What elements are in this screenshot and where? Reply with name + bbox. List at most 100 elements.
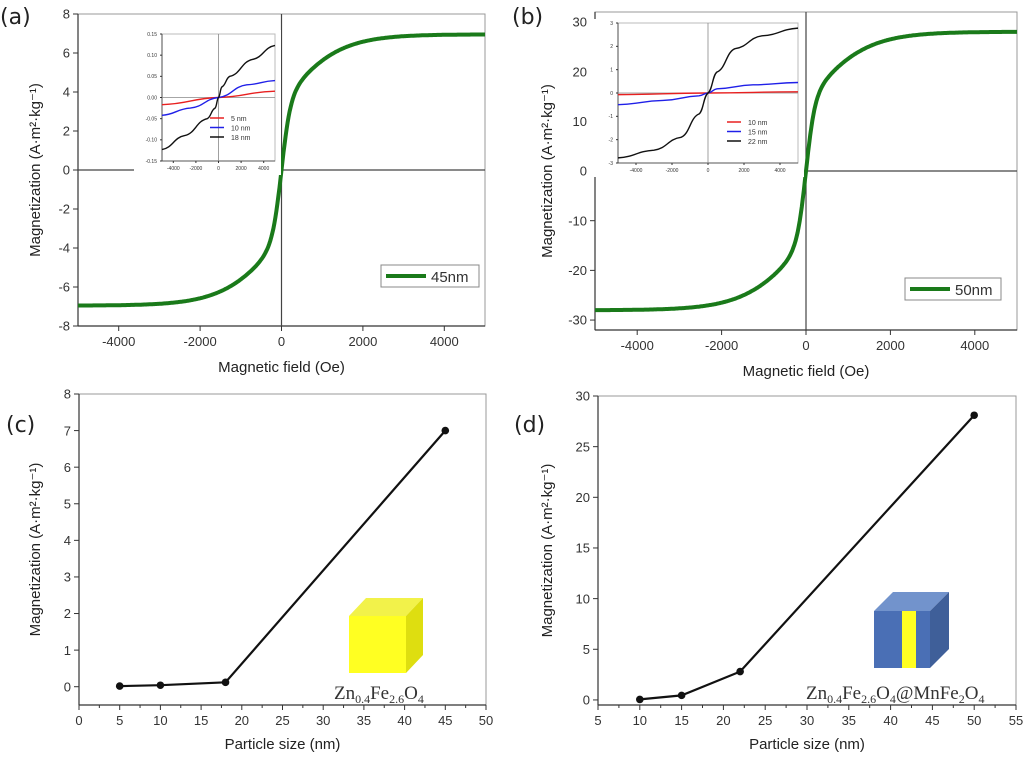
- x-tick-label: 15: [194, 713, 208, 728]
- formula-subscript: 0.4: [827, 692, 842, 706]
- data-point: [221, 678, 230, 687]
- x-tick-label: 20: [235, 713, 249, 728]
- legend-box: [380, 264, 480, 288]
- data-point: [677, 691, 686, 700]
- y-tick-label: -4: [58, 241, 70, 256]
- x-tick-label: 55: [1009, 713, 1023, 728]
- y-tick-label: -0.05: [146, 116, 158, 122]
- chart-panel-a: -4000 -2000 0 2000 4000 -8 -6 -4 -2 0 2 4 6 8 45nm Magn…: [0, 5, 486, 376]
- x-tick-label: -4000: [630, 168, 643, 174]
- x-tick-label: 4000: [430, 334, 459, 349]
- y-tick-label: -3: [609, 161, 614, 167]
- y-tick-label: -0.10: [146, 138, 158, 144]
- y-tick-label: -2: [609, 137, 614, 143]
- y-tick-label: 0.00: [147, 95, 157, 101]
- cube-top: [349, 598, 423, 616]
- data-point: [636, 695, 644, 704]
- legend: 45nm: [380, 264, 480, 288]
- y-tick-label: 20: [576, 490, 590, 505]
- y-tick-label: 15: [576, 541, 590, 556]
- series-line-50nm: [594, 29, 1018, 313]
- inset-chart: -4000 -2000 0 2000 4000 -3 -2 -1 0 1 2 3 10 nm 15 nm 2…: [590, 19, 804, 177]
- core-shell-cube-icon: [874, 592, 949, 668]
- legend-label: 45nm: [431, 269, 469, 286]
- x-tick-label: 25: [758, 713, 772, 728]
- x-tick-label: 2000: [236, 166, 247, 172]
- x-tick-label: 40: [397, 713, 411, 728]
- plot-frame: [597, 395, 1017, 706]
- x-tick-label: 0: [278, 334, 285, 349]
- inset-chart: -4000 -2000 0 2000 4000 -0.15 -0.10 -0.05 0.00 0.…: [134, 30, 281, 175]
- compound-formula: Zn0.4Fe2.6O4@MnFe2O4: [806, 683, 984, 706]
- panel-label: (c): [6, 413, 35, 438]
- x-tick-label: 35: [842, 713, 856, 728]
- panel-label: (a): [0, 5, 31, 30]
- formula-part: O: [876, 683, 890, 704]
- formula-part: Zn: [806, 683, 828, 704]
- y-tick-label: -1: [609, 114, 614, 120]
- series-line-45nm: [77, 32, 486, 308]
- legend: 50nm: [904, 277, 1002, 301]
- y-tick-label: 25: [576, 439, 590, 454]
- x-tick-label: 30: [800, 713, 814, 728]
- y-tick-label: -30: [568, 313, 587, 328]
- y-tick-label: 1: [610, 67, 613, 73]
- chart-panel-c: 0 5 10 15 20 25 30 35 40 45 50012345678Zn0.4Fe2.6O…: [6, 387, 493, 753]
- formula-subscript: 2: [959, 692, 965, 706]
- cube-core: [902, 611, 916, 668]
- data-point: [115, 682, 124, 690]
- y-tick-label: -20: [568, 263, 587, 278]
- inset-background: [134, 30, 281, 175]
- y-tick-label: 3: [64, 570, 71, 585]
- chart-panel-d: 5 10 15 20 25 30 35 40 45 50 55051015202530Zn0.4Fe…: [514, 389, 1023, 753]
- y-tick-label: 6: [63, 46, 70, 61]
- x-tick-label: 45: [438, 713, 452, 728]
- inset-series-line-18nm: [161, 44, 276, 151]
- y-tick-label: 5: [64, 496, 71, 511]
- compound-formula: Zn0.4Fe2.6O4: [334, 683, 424, 706]
- y-tick-label: 4: [63, 85, 70, 100]
- y-tick-label: 0: [64, 679, 71, 694]
- formula-part: Fe: [370, 683, 389, 704]
- y-tick-label: 3: [610, 21, 613, 27]
- y-tick-label: 8: [64, 387, 71, 402]
- formula-subscript: 4: [418, 692, 424, 706]
- formula-part: O: [965, 683, 979, 704]
- formula-part: @MnFe: [896, 683, 959, 704]
- inset-legend-label: 22 nm: [748, 139, 768, 146]
- x-axis-title: Particle size (nm): [749, 736, 865, 753]
- x-tick-label: 0: [707, 168, 710, 174]
- x-tick-label: 50: [967, 713, 981, 728]
- x-tick-label: -2000: [183, 334, 216, 349]
- x-tick-label: 10: [633, 713, 647, 728]
- formula-subscript: 4: [890, 692, 896, 706]
- x-tick-label: -2000: [666, 168, 679, 174]
- cube-top: [874, 592, 949, 611]
- y-tick-label: 2: [63, 124, 70, 139]
- y-tick-label: -2: [58, 202, 70, 217]
- y-tick-label: 7: [64, 423, 71, 438]
- y-tick-label: -6: [58, 280, 70, 295]
- x-axis-title: Magnetic field (Oe): [218, 359, 345, 376]
- y-tick-label: 20: [573, 64, 587, 79]
- y-tick-label: 0: [580, 164, 587, 179]
- data-point: [156, 681, 165, 690]
- y-tick-label: 2: [610, 44, 613, 50]
- formula-subscript: 0.4: [355, 692, 370, 706]
- x-tick-label: 30: [316, 713, 330, 728]
- x-tick-label: -2000: [705, 338, 738, 353]
- x-tick-label: -4000: [167, 166, 180, 172]
- x-tick-label: -4000: [102, 334, 135, 349]
- x-tick-label: 20: [716, 713, 730, 728]
- data-point: [736, 667, 744, 676]
- cube-front: [349, 616, 406, 673]
- y-tick-label: 6: [64, 460, 71, 475]
- inset-legend-label: 15 nm: [748, 129, 768, 136]
- data-point: [970, 411, 978, 420]
- y-axis-title: Magnetization (A·m²·kg⁻¹): [539, 464, 556, 638]
- plot-frame: [78, 393, 487, 706]
- inset-legend-label: 5 nm: [231, 116, 247, 123]
- y-tick-label: -10: [568, 213, 587, 228]
- formula-subscript: 4: [978, 692, 984, 706]
